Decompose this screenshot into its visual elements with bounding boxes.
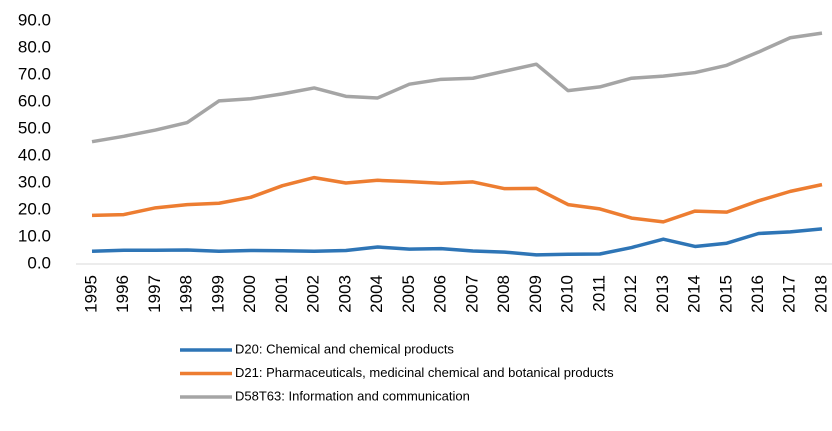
series-line [91, 227, 823, 257]
x-tick-label: 2016 [748, 275, 767, 313]
x-tick-label: 2013 [653, 275, 672, 313]
x-tick-label: 1996 [113, 275, 132, 313]
y-tick-label: 70.0 [18, 64, 51, 83]
legend-label: D21: Pharmaceuticals, medicinal chemical… [235, 365, 614, 380]
x-tick-label: 2011 [589, 275, 608, 312]
y-tick-label: 50.0 [18, 118, 51, 137]
x-tick-label: 2018 [811, 275, 830, 313]
x-tick-label: 1995 [81, 275, 100, 313]
y-tick-label: 20.0 [18, 199, 51, 218]
x-tick-label: 1997 [145, 275, 164, 313]
x-tick-label: 2009 [526, 275, 545, 313]
x-tick-label: 1999 [208, 275, 227, 313]
x-tick-label: 2008 [494, 275, 513, 313]
y-tick-label: 80.0 [18, 37, 51, 56]
x-tick-label: 2015 [716, 275, 735, 313]
x-tick-label: 2005 [399, 275, 418, 313]
x-tick-label: 2010 [558, 275, 577, 313]
y-tick-label: 90.0 [18, 10, 51, 29]
legend-label: D58T63: Information and communication [235, 388, 470, 403]
series-line [91, 175, 823, 224]
y-tick-label: 10.0 [18, 226, 51, 245]
x-tick-label: 2002 [304, 275, 323, 313]
series-line [91, 31, 823, 144]
y-tick-label: 30.0 [18, 172, 51, 191]
x-tick-label: 2004 [367, 275, 386, 313]
x-tick-label: 2014 [685, 275, 704, 313]
y-tick-label: 40.0 [18, 145, 51, 164]
x-tick-label: 2007 [462, 275, 481, 313]
legend-label: D20: Chemical and chemical products [235, 341, 454, 356]
x-tick-label: 2000 [240, 275, 259, 313]
x-tick-label: 2003 [335, 275, 354, 313]
x-tick-label: 2017 [780, 275, 799, 313]
x-tick-label: 2001 [272, 275, 291, 313]
x-tick-label: 2012 [621, 275, 640, 313]
y-tick-label: 0.0 [27, 253, 51, 272]
y-tick-label: 60.0 [18, 91, 51, 110]
x-tick-label: 1998 [177, 275, 196, 313]
x-tick-label: 2006 [431, 275, 450, 313]
